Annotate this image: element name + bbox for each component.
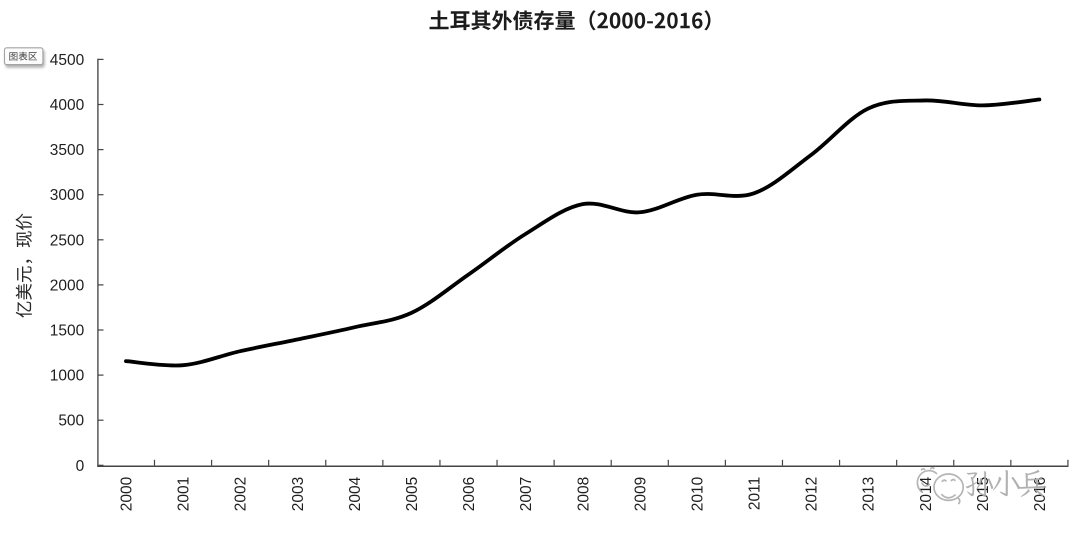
- y-tick-label: 2000: [50, 277, 85, 294]
- x-tick-label: 2011: [747, 477, 764, 510]
- x-tick-label: 2007: [518, 477, 535, 511]
- x-tick-label: 2014: [918, 476, 935, 511]
- x-tick-label: 2010: [689, 476, 706, 511]
- x-tick-label: 2008: [575, 477, 592, 511]
- x-tick-label: 2012: [804, 477, 821, 511]
- watermark-text: [965, 469, 1047, 497]
- x-axis-tick-labels: 2000 2001 2002 2003 2004 2005 2006 2007 2008 2009…: [119, 476, 1049, 511]
- x-tick-label: 2006: [461, 477, 478, 511]
- y-tick-label: 4000: [50, 97, 85, 114]
- watermark: [916, 466, 1047, 505]
- doodle-chat-faces-icon: [916, 466, 965, 505]
- debt-series-line: [124, 97, 1042, 368]
- x-tick-label: 2001: [176, 477, 193, 511]
- y-tick-label: 0: [76, 458, 85, 475]
- y-tick-label: 1500: [50, 323, 85, 340]
- x-tick-label: 2009: [632, 477, 649, 511]
- y-tick-label: 3500: [50, 142, 85, 159]
- tooltip-label: [9, 51, 37, 61]
- x-tick-label: 2003: [290, 477, 307, 511]
- x-tick-label: 2004: [347, 476, 364, 511]
- chart-area-tooltip: [3, 47, 44, 66]
- x-tick-label: 2013: [861, 477, 878, 511]
- axes: [97, 58, 1069, 467]
- y-axis-tick-labels: 0 500 1000 1500 2000 2500 3000 3500 4000 4500: [50, 52, 85, 475]
- y-tick-label: 500: [58, 413, 84, 430]
- y-axis-title: [15, 213, 33, 318]
- y-tick-label: 1000: [50, 368, 85, 385]
- x-tick-label: 2005: [404, 477, 421, 511]
- y-tick-label: 2500: [50, 232, 85, 249]
- y-tick-label: 4500: [50, 52, 85, 69]
- y-tick-label: 3000: [50, 187, 85, 204]
- x-tick-label: 2002: [233, 477, 250, 511]
- chart-title: [429, 10, 711, 31]
- x-tick-label: 2000: [119, 476, 136, 511]
